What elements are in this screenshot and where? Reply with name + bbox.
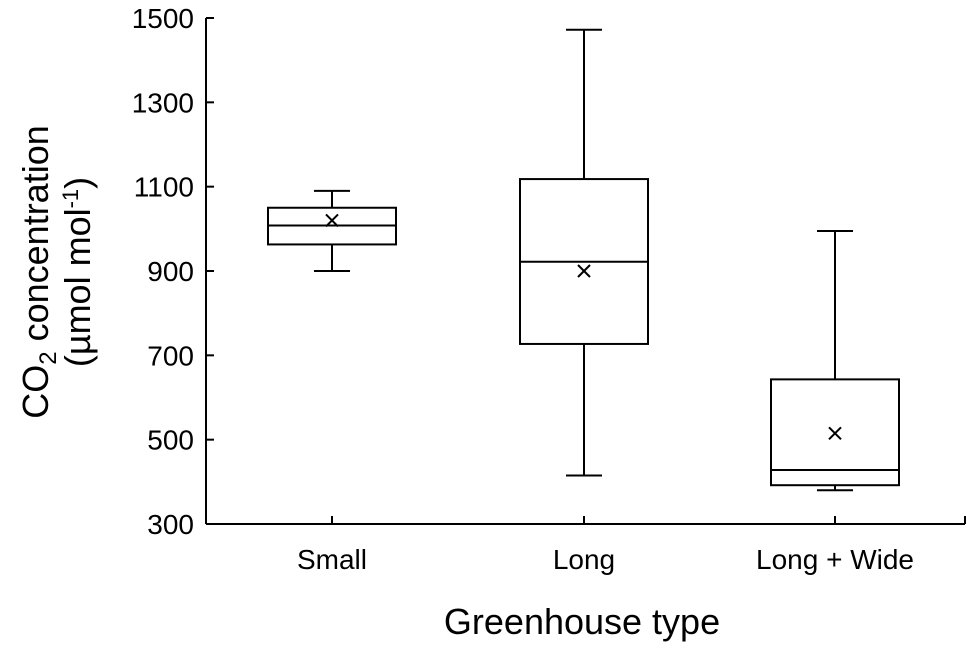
y-tick-label: 500 — [147, 425, 194, 456]
y-axis-title-line1: CO2 concentration — [15, 125, 62, 419]
x-category-label: Long — [553, 544, 615, 575]
box-1 — [519, 28, 649, 477]
mean-marker — [828, 426, 842, 441]
x-category-label: Small — [297, 544, 367, 575]
box-0 — [267, 189, 397, 272]
y-tick-label: 1500 — [132, 3, 194, 34]
x-axis-title: Greenhouse type — [444, 601, 720, 642]
y-ticks: 1500 1300 1100 900 700 500 300 — [132, 3, 214, 540]
mean-marker — [577, 264, 591, 278]
y-tick-label: 700 — [147, 340, 194, 371]
boxes — [267, 28, 900, 492]
y-tick-label: 900 — [147, 256, 194, 287]
x-category-label: Long + Wide — [756, 544, 914, 575]
mean-marker — [325, 213, 339, 228]
y-axis-title: CO2 concentration (µmol mol-1) — [15, 125, 98, 419]
y-tick-label: 300 — [147, 509, 194, 540]
y-tick-label: 1100 — [134, 172, 194, 203]
box-2 — [770, 229, 900, 492]
y-axis-title-line2: (µmol mol-1) — [57, 177, 98, 367]
y-tick-label: 1300 — [132, 87, 194, 118]
x-ticks: Small Long Long + Wide — [297, 516, 914, 575]
